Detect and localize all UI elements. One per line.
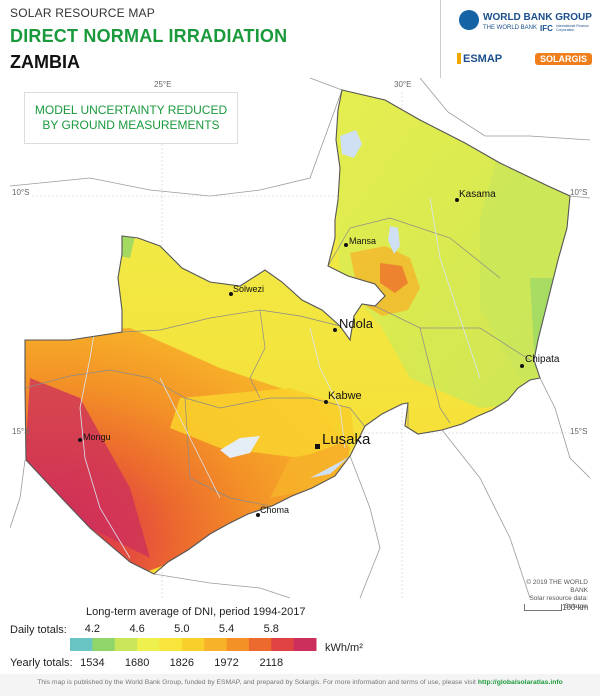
legend-swatch: [293, 638, 317, 651]
legend-swatch: [226, 638, 250, 651]
legend-swatch: [92, 638, 116, 651]
mongu-marker: [78, 438, 82, 442]
model-uncertainty-note: MODEL UNCERTAINTY REDUCED BY GROUND MEAS…: [24, 92, 238, 144]
legend-yearly-tick: 1972: [214, 657, 238, 669]
legend-swatch: [70, 638, 93, 651]
legend-daily-tick: 4.6: [129, 623, 144, 635]
note-line-2: BY GROUND MEASUREMENTS: [42, 118, 220, 132]
kasama-marker: [455, 198, 459, 202]
footer-link[interactable]: http://globalsolaratlas.info: [477, 679, 563, 686]
city-label-choma: Choma: [260, 505, 290, 515]
lat-15-left-label: 15°S: [12, 427, 30, 436]
lusaka-capital-marker: [315, 444, 320, 449]
legend-swatch: [248, 638, 272, 651]
legend-daily-tick: 5.8: [264, 623, 279, 635]
ifc-logo: IFC: [540, 24, 553, 33]
map-header: SOLAR RESOURCE MAP DIRECT NORMAL IRRADIA…: [0, 0, 600, 78]
legend-swatch: [114, 638, 138, 651]
lat-10-left-label: 10°S: [12, 188, 30, 197]
legend-yearly-tick: 1826: [170, 657, 194, 669]
world-bank-globe-icon: [459, 10, 479, 30]
city-label-chipata: Chipata: [525, 354, 560, 365]
kabwe-marker: [324, 400, 328, 404]
country-name: ZAMBIA: [10, 52, 80, 72]
yearly-totals-label: Yearly totals:: [10, 657, 73, 669]
city-label-kasama: Kasama: [459, 189, 496, 200]
legend-swatch: [137, 638, 160, 651]
map-canvas: [10, 78, 590, 598]
daily-totals-label: Daily totals:: [10, 624, 67, 636]
dni-color-scale: 4.2 4.6 5.0 5.4 5.8 1534 1680 1826 1972 2118: [70, 623, 317, 669]
legend-yearly-tick: 1680: [125, 657, 149, 669]
water-bodies: [220, 130, 400, 478]
note-line-1: MODEL UNCERTAINTY REDUCED: [34, 103, 228, 117]
city-label-lusaka: Lusaka: [322, 431, 371, 448]
choma-marker: [256, 513, 260, 517]
city-label-solwezi: Solwezi: [233, 284, 265, 294]
dni-map: 25°E 30°E 10°S 10°S 15°S 15°S: [10, 78, 590, 598]
legend-unit: kWh/m²: [325, 642, 363, 654]
city-label-kabwe: Kabwe: [328, 390, 362, 402]
copyright-line-1: © 2019 THE WORLD BANK: [526, 579, 588, 594]
legend-daily-tick: 5.0: [174, 623, 189, 635]
footer: This map is published by the World Bank …: [0, 674, 600, 696]
scale-label: 100 km: [562, 603, 589, 612]
legend-daily-tick: 5.4: [219, 623, 234, 635]
lat-15-right-label: 15°S: [570, 427, 588, 436]
map-title: DIRECT NORMAL IRRADIATION: [10, 26, 288, 46]
copyright-line-2: Solar resource data: Solargis: [529, 595, 588, 610]
world-bank-group-logo: WORLD BANK GROUP: [483, 12, 592, 23]
legend-yearly-tick: 1534: [80, 657, 104, 669]
lon-25-label: 25°E: [154, 80, 172, 89]
ndola-marker: [333, 328, 337, 332]
map-subtitle: SOLAR RESOURCE MAP: [10, 6, 155, 20]
ifc-logo-subtitle: International Finance Corporation: [556, 24, 589, 32]
legend-swatch: [159, 638, 183, 651]
city-label-mansa: Mansa: [349, 236, 377, 246]
legend-swatch: [271, 638, 295, 651]
esmap-logo: ESMAP: [463, 53, 503, 65]
footer-text: This map is published by the World Bank …: [37, 679, 476, 686]
city-label-mongu: Mongu: [83, 432, 111, 442]
scale-bar: [524, 604, 562, 611]
footer-note: This map is published by the World Bank …: [0, 679, 600, 686]
lon-30-label: 30°E: [394, 80, 412, 89]
mansa-marker: [344, 243, 348, 247]
legend-daily-tick: 4.2: [85, 623, 100, 635]
legend-swatch: [204, 638, 228, 651]
esmap-icon: [457, 53, 461, 64]
map-copyright: © 2019 THE WORLD BANK Solar resource dat…: [508, 579, 588, 611]
world-bank-logo: THE WORLD BANK: [483, 25, 538, 31]
city-label-ndola: Ndola: [339, 316, 373, 331]
legend-title: Long-term average of DNI, period 1994-20…: [86, 606, 306, 618]
legend-yearly-tick: 2118: [259, 657, 283, 669]
legend-swatch: [181, 638, 205, 651]
partner-logos: WORLD BANK GROUP THE WORLD BANK IFC Inte…: [440, 0, 600, 78]
solwezi-marker: [229, 292, 233, 296]
solargis-logo: SOLARGIS: [535, 53, 593, 65]
lat-10-right-label: 10°S: [570, 188, 588, 197]
chipata-marker: [520, 364, 524, 368]
